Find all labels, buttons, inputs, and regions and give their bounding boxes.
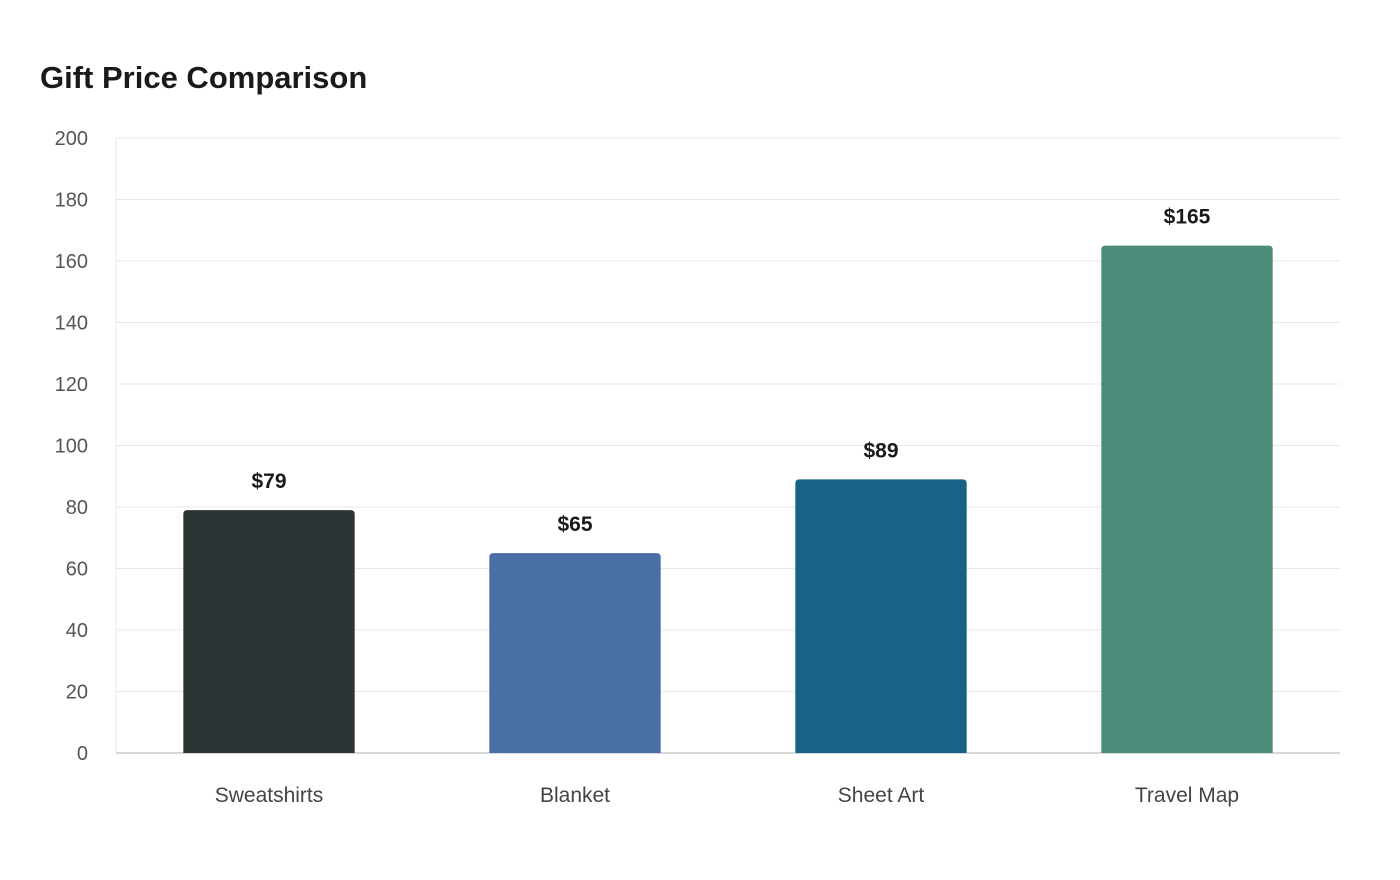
bar-sheet-art [795, 479, 967, 753]
bars [183, 245, 1273, 753]
x-tick-label: Travel Map [1135, 784, 1239, 807]
y-tick-label: 180 [55, 190, 88, 212]
data-label: $89 [863, 439, 898, 462]
data-label: $65 [557, 513, 592, 536]
x-tick-label: Sweatshirts [215, 784, 324, 807]
y-tick-label: 160 [55, 251, 88, 273]
bar-sweatshirts [183, 510, 355, 753]
y-tick-label: 80 [66, 497, 88, 519]
y-tick-label: 140 [55, 313, 88, 335]
y-tick-label: 200 [55, 128, 88, 150]
y-tick-label: 40 [66, 620, 88, 642]
y-tick-label: 0 [77, 743, 88, 765]
y-tick-label: 100 [55, 436, 88, 458]
x-tick-label: Sheet Art [838, 784, 925, 807]
y-tick-label: 20 [66, 682, 88, 704]
bar-blanket [489, 553, 661, 753]
x-tick-label: Blanket [540, 784, 610, 807]
chart-title: Gift Price Comparison [40, 60, 368, 95]
data-label: $79 [251, 470, 286, 493]
y-tick-label: 60 [66, 559, 88, 581]
bar-travel-map [1101, 245, 1273, 753]
y-tick-label: 120 [55, 374, 88, 396]
labels: 0 20 40 60 80 100 120 140 160 180 200 $79 Sweatshirt… [55, 128, 1240, 807]
data-label: $165 [1164, 206, 1211, 229]
